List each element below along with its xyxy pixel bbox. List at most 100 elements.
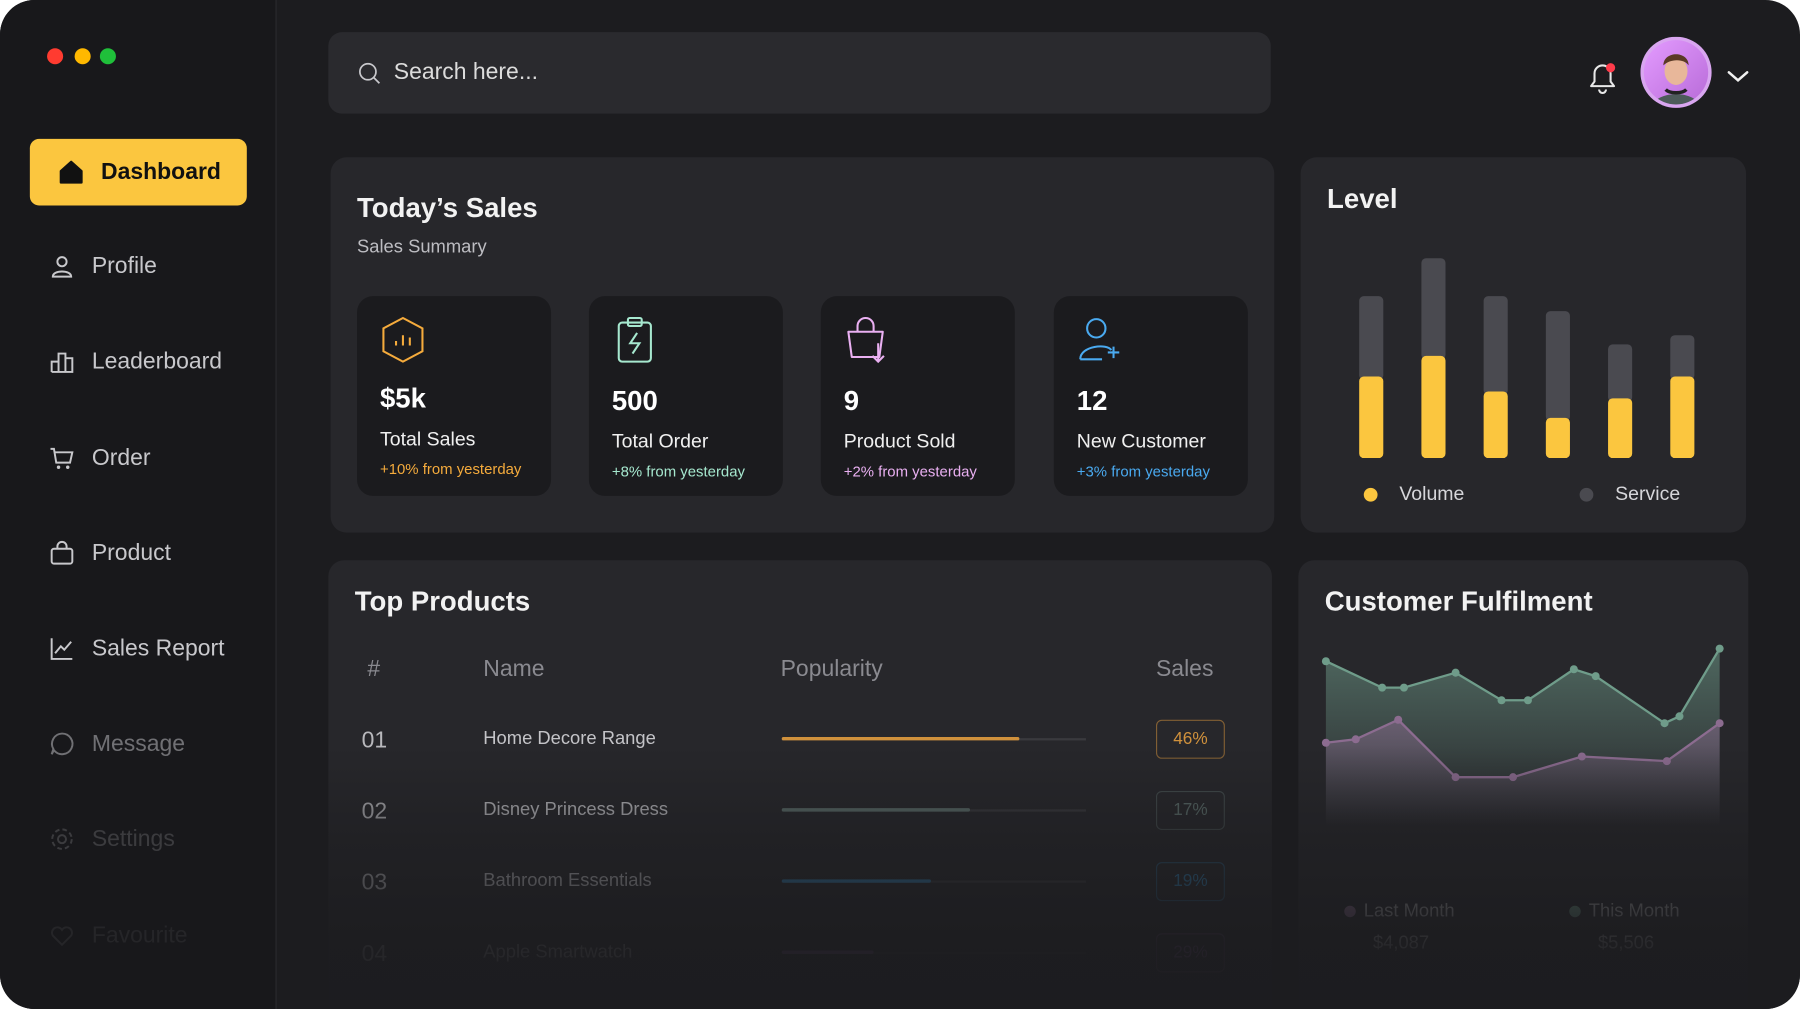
data-point [1321, 738, 1330, 747]
notification-bell[interactable] [1585, 59, 1619, 96]
column-header: Sales [1155, 656, 1214, 682]
data-point [1715, 644, 1724, 653]
bar-segment [1608, 344, 1633, 402]
data-point [1662, 757, 1671, 766]
nav-label: Product [91, 540, 171, 566]
nav-label: Profile [91, 253, 157, 279]
stat-card: 500 Total Order +8% from yesterday [588, 296, 783, 496]
panel-title: Top Products [354, 586, 531, 618]
bar-segment [1670, 335, 1695, 380]
icon-sales-report [50, 638, 73, 660]
icon-favourite [51, 926, 73, 947]
icon-profile [51, 256, 73, 278]
icon-order [50, 447, 74, 469]
window-close[interactable] [47, 48, 64, 65]
panel-title: Customer Fulfilment [1324, 586, 1593, 618]
nav-item[interactable]: Favourite [30, 902, 247, 969]
window-maximize[interactable] [99, 48, 116, 65]
todays-sales-panel: Today’s Sales Sales Summary $5k Total Sa… [330, 157, 1275, 533]
legend-marker [1344, 905, 1356, 918]
legend-marker [1569, 905, 1581, 918]
nav-label: Favourite [91, 922, 188, 948]
data-point [1451, 773, 1460, 782]
nav-item[interactable]: Product [30, 520, 247, 587]
nav-label: Message [91, 730, 186, 756]
icon-product-sold [847, 317, 885, 364]
data-point [1378, 683, 1387, 692]
data-point [1451, 668, 1460, 677]
data-point [1715, 719, 1724, 728]
stat-label: Total Order [611, 430, 709, 453]
legend-total: $5,506 [1598, 931, 1654, 952]
icon-total-order [617, 316, 652, 363]
data-point [1497, 696, 1506, 705]
stat-label: Total Sales [379, 428, 476, 451]
icon-message [50, 732, 74, 756]
data-point [1351, 735, 1360, 744]
user-avatar[interactable] [1640, 36, 1713, 110]
bar-segment [1359, 296, 1384, 380]
nav-label: Dashboard [101, 158, 221, 185]
icon-new-customer [1079, 318, 1120, 361]
legend-label: Last Month [1364, 899, 1455, 920]
data-point [1523, 696, 1532, 705]
stat-value: 9 [843, 385, 860, 417]
icon-product [50, 540, 74, 565]
icon-search [359, 62, 381, 84]
icon-settings [51, 828, 73, 850]
data-point [1660, 719, 1669, 728]
legend-marker [1363, 487, 1378, 502]
nav-item[interactable]: Settings [30, 806, 247, 873]
sidebar: Dashboard Profile Leaderboard Order Prod… [0, 0, 277, 1009]
stat-label: Product Sold [843, 430, 956, 453]
bar-segment [1670, 376, 1695, 459]
stat-card: 12 New Customer +3% from yesterday [1053, 296, 1248, 496]
search-placeholder: Search here... [393, 59, 538, 85]
column-header: Name [483, 656, 545, 682]
bar-segment [1421, 258, 1446, 360]
nav-item[interactable]: Order [30, 425, 247, 492]
data-point [1399, 683, 1408, 692]
stat-change: +10% from yesterday [379, 460, 522, 478]
bar-segment [1545, 311, 1570, 422]
data-point [1569, 665, 1578, 674]
icon-home [59, 160, 83, 184]
nav-item[interactable]: Sales Report [30, 615, 247, 682]
legend-label: Volume [1399, 483, 1464, 505]
data-point [1508, 773, 1518, 782]
bar-segment [1359, 376, 1384, 459]
bar-segment [1483, 391, 1508, 459]
legend-marker [1579, 487, 1594, 502]
bar-segment [1545, 417, 1570, 459]
window-minimize[interactable] [74, 48, 91, 65]
nav-item[interactable]: Dashboard [29, 138, 247, 206]
account-menu-toggle[interactable] [1725, 69, 1750, 85]
stat-label: New Customer [1076, 430, 1206, 453]
stat-value: 12 [1076, 385, 1108, 417]
product-name: Home Decore Range [483, 728, 656, 749]
nav-label: Order [91, 444, 151, 471]
data-point [1394, 715, 1403, 724]
nav-item[interactable]: Leaderboard [30, 328, 247, 395]
popularity-bar [781, 736, 1020, 741]
nav-label: Leaderboard [91, 348, 223, 374]
stat-card: $5k Total Sales +10% from yesterday [357, 296, 552, 496]
legend-label: Service [1615, 483, 1680, 505]
stat-change: +2% from yesterday [843, 462, 977, 480]
column-header: # [367, 656, 381, 682]
legend-total: $4,087 [1373, 931, 1429, 952]
legend-label: This Month [1589, 899, 1680, 920]
stat-value: 500 [611, 385, 658, 417]
column-header: Popularity [780, 656, 883, 682]
stat-change: +3% from yesterday [1076, 462, 1210, 480]
panel-title: Today’s Sales [357, 192, 538, 224]
data-point [1675, 712, 1684, 721]
search-bar[interactable]: Search here... [328, 32, 1271, 114]
nav-item[interactable]: Profile [30, 233, 247, 300]
nav-item[interactable]: Message [30, 711, 247, 778]
panel-title: Level [1327, 183, 1398, 215]
nav-label: Sales Report [91, 635, 225, 661]
